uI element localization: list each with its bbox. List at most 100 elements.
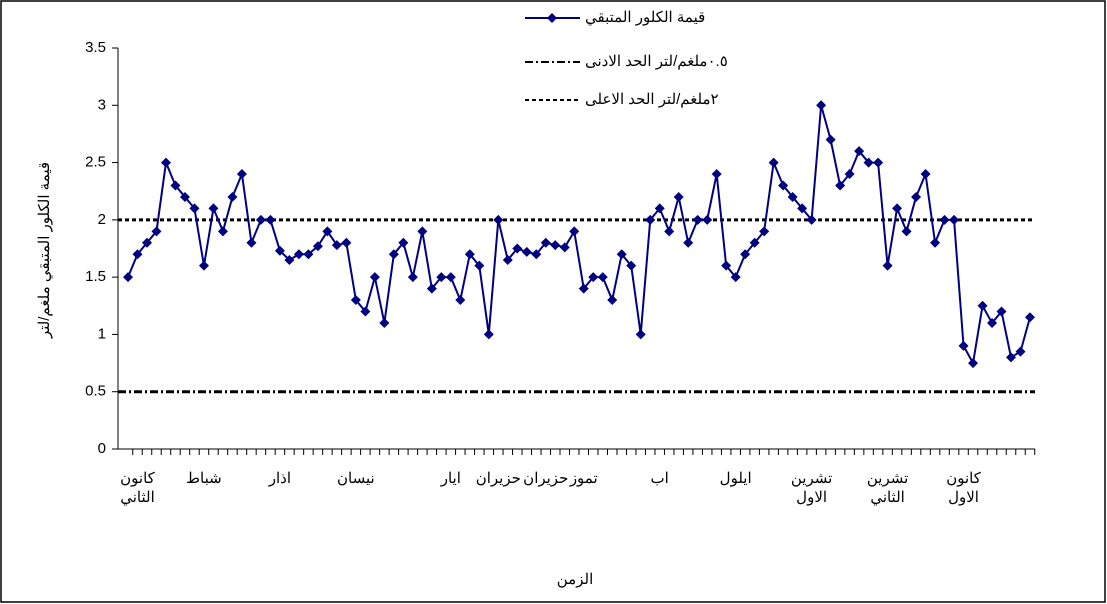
point — [303, 249, 314, 260]
point — [588, 272, 599, 283]
point — [407, 272, 418, 283]
point — [759, 226, 770, 237]
point — [996, 306, 1007, 317]
point — [711, 169, 722, 180]
legend-label: ٠.٥ملغم/لتر الحد الادنى — [585, 53, 728, 70]
point — [521, 246, 532, 257]
point — [702, 214, 713, 225]
x-tick-label: نيسان — [337, 470, 375, 487]
point — [379, 317, 390, 328]
x-tick-label: تموز — [569, 470, 598, 487]
point — [217, 226, 228, 237]
point — [873, 157, 884, 168]
series-line — [127, 105, 1031, 367]
point — [426, 283, 437, 294]
point — [882, 260, 893, 271]
point — [236, 169, 247, 180]
point — [645, 214, 656, 225]
point — [683, 237, 694, 248]
point — [274, 245, 285, 256]
point — [740, 249, 751, 260]
point — [1006, 352, 1017, 363]
point — [939, 214, 950, 225]
point — [246, 237, 257, 248]
y-tick-label: 2 — [98, 211, 106, 228]
x-tick-label: ايار — [440, 470, 461, 487]
x-tick-label: كانون الاول — [946, 470, 981, 506]
x-tick-label: حزيران — [475, 470, 521, 487]
point — [797, 203, 808, 214]
point — [569, 226, 580, 237]
point — [293, 249, 304, 260]
point — [493, 214, 504, 225]
point — [578, 283, 589, 294]
x-tick-label: شباط — [186, 470, 222, 487]
point — [863, 157, 874, 168]
y-tick-label: 3.5 — [85, 39, 106, 56]
point — [141, 237, 152, 248]
point — [635, 329, 646, 340]
y-tick-label: 0 — [98, 440, 106, 457]
point — [388, 249, 399, 260]
point — [730, 272, 741, 283]
point — [531, 249, 542, 260]
point — [920, 169, 931, 180]
point — [198, 260, 209, 271]
point — [369, 272, 380, 283]
point — [892, 203, 903, 214]
point — [502, 254, 513, 265]
point — [227, 191, 238, 202]
point — [768, 157, 779, 168]
point — [854, 146, 865, 157]
point — [911, 191, 922, 202]
point — [626, 260, 637, 271]
point — [987, 317, 998, 328]
point — [958, 340, 969, 351]
x-axis-label: الزمن — [557, 571, 593, 588]
point — [455, 295, 466, 306]
point — [540, 237, 551, 248]
x-tick-label: تشرين الاول — [790, 470, 833, 506]
legend-marker — [547, 13, 557, 23]
x-tick-label: اذار — [268, 470, 292, 487]
y-tick-label: 2.5 — [85, 154, 106, 171]
point — [787, 191, 798, 202]
point — [151, 226, 162, 237]
point — [284, 254, 295, 265]
legend-label: قيمة الكلور المتبقي — [585, 9, 705, 26]
point — [550, 240, 561, 251]
point — [559, 242, 570, 253]
point — [160, 157, 171, 168]
point — [654, 203, 665, 214]
y-tick-label: 0.5 — [85, 383, 106, 400]
y-tick-label: 1 — [98, 325, 106, 342]
point — [189, 203, 200, 214]
point — [417, 226, 428, 237]
point — [350, 295, 361, 306]
point — [816, 100, 827, 111]
point — [673, 191, 684, 202]
point — [607, 295, 618, 306]
point — [977, 300, 988, 311]
point — [844, 169, 855, 180]
point — [835, 180, 846, 191]
point — [312, 241, 323, 252]
point — [778, 180, 789, 191]
point — [597, 272, 608, 283]
point — [616, 249, 627, 260]
x-tick-label: اب — [650, 470, 669, 487]
y-tick-label: 1.5 — [85, 268, 106, 285]
x-tick-label: كانون الثاني — [120, 470, 155, 506]
point — [341, 237, 352, 248]
point — [360, 306, 371, 317]
point — [1025, 312, 1035, 323]
x-tick-label: حزيران — [523, 470, 569, 487]
point — [474, 260, 485, 271]
point — [179, 191, 190, 202]
point — [170, 180, 181, 191]
legend-label: ٢ملغم/لتر الحد الاعلى — [585, 91, 719, 108]
point — [664, 226, 675, 237]
point — [445, 272, 456, 283]
